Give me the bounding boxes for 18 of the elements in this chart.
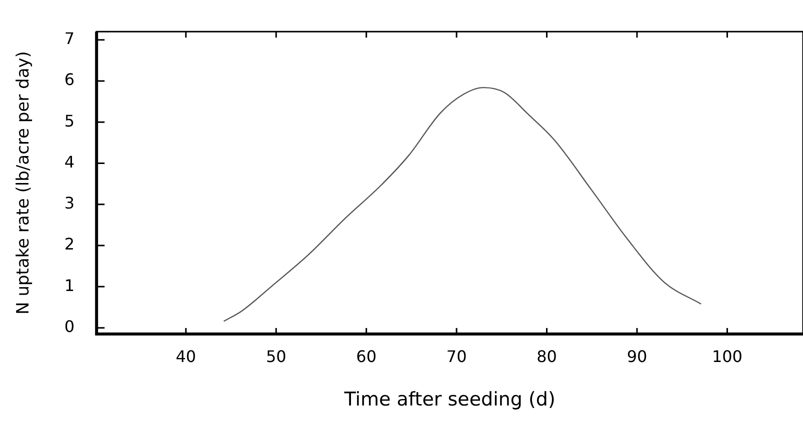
y-tick-label: 3: [64, 194, 75, 213]
x-tick-label: 80: [536, 346, 557, 366]
y-tick-label: 7: [64, 28, 75, 48]
y-tick-label: 0: [64, 316, 75, 336]
x-tick-label: 40: [176, 346, 196, 366]
y-tick-label: 5: [64, 111, 75, 130]
y-tick-label: 1: [64, 276, 75, 295]
x-tick-label: 50: [266, 346, 286, 366]
x-tick-label: 100: [712, 346, 742, 366]
line-series: [223, 86, 702, 322]
x-tick-label: 70: [446, 346, 467, 366]
x-tick-label: 90: [626, 346, 648, 366]
y-axis-title: N uptake rate (lb/acre per day): [14, 51, 34, 315]
y-tick-label: 6: [64, 70, 75, 90]
y-tick-label: 4: [64, 152, 75, 172]
x-tick-label: 60: [356, 346, 377, 366]
y-tick-label: 2: [64, 234, 75, 254]
x-axis-title: Time after seeding (d): [343, 388, 556, 411]
